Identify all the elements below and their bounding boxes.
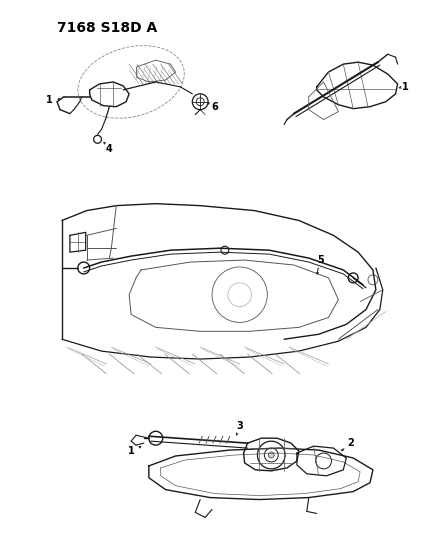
Text: 5: 5 [317,255,324,265]
Circle shape [268,452,274,458]
Text: 7168 S18D A: 7168 S18D A [57,21,157,35]
Text: 2: 2 [347,438,353,448]
Text: 1: 1 [128,446,134,456]
Text: 1: 1 [402,82,409,92]
Text: 3: 3 [236,421,243,431]
Text: 6: 6 [211,102,218,112]
Text: 1: 1 [46,95,52,105]
Text: 4: 4 [106,144,113,154]
